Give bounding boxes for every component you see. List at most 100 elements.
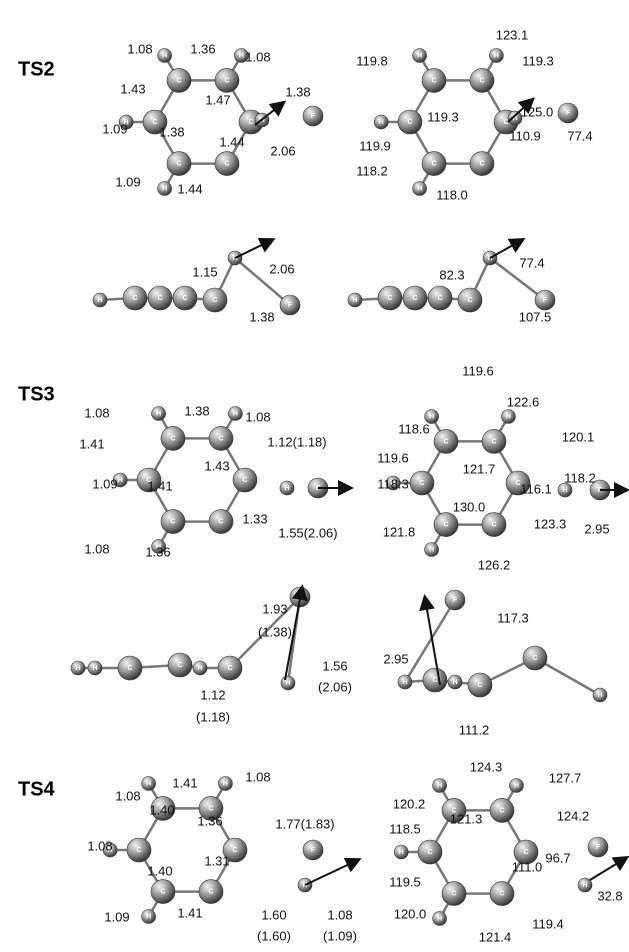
atom-label: F [543, 297, 548, 304]
atom-label: H [197, 665, 202, 672]
geometry-label: 1.09 [92, 476, 117, 491]
arrow [305, 860, 358, 885]
atom-label: H [582, 882, 587, 889]
atom-label: H [118, 477, 123, 484]
geometry-label: 1.38 [159, 124, 184, 139]
atom-label: C [208, 888, 213, 895]
atom-label: F [311, 847, 316, 854]
atom-label: H [452, 679, 457, 686]
atom-label: C [443, 438, 448, 445]
arrow [235, 240, 272, 258]
atom-label: H [75, 665, 80, 672]
atom-label: C [227, 665, 232, 672]
atom-label: C [176, 77, 181, 84]
geometry-label: 123.3 [534, 516, 567, 531]
atom-label: H [302, 882, 307, 889]
atom-label: C [419, 480, 424, 487]
atom-label: H [97, 297, 102, 304]
atom-label: C [491, 438, 496, 445]
atom-label: F [566, 110, 571, 117]
geometry-label: 1.38 [184, 403, 209, 418]
atom-label: F [311, 113, 316, 120]
atom-label: H [162, 52, 167, 59]
geometry-label: 123.1 [496, 27, 529, 42]
atom-label: C [499, 807, 504, 814]
atom-label: H [437, 915, 442, 922]
geometry-label: 117.3 [497, 610, 529, 625]
atom-label: H [146, 913, 151, 920]
geometry-label: 1.44 [219, 134, 244, 149]
atom-label: H [352, 297, 357, 304]
atom-label: H [417, 52, 422, 59]
geometry-label: 125.0 [521, 104, 554, 119]
geometry-label: 1.36 [197, 813, 222, 828]
page: {"structures": [ {"name": "TS2", "views"… [0, 0, 629, 952]
atom-label: C [431, 160, 436, 167]
atom-label: C [431, 77, 436, 84]
geometry-label: 1.12 [200, 687, 225, 702]
geometry-label: 119.4 [532, 916, 564, 931]
geometry-label: 1.47 [205, 92, 230, 107]
geometry-label: 118.5 [389, 821, 421, 836]
geometry-label: 1.36 [145, 544, 170, 559]
geometry-label: 1.08 [84, 405, 109, 420]
figure: C C C C C C H H H H H F C C C C C C H H H H H F H C C C C H F H C C C C H F C C… [0, 0, 629, 952]
geometry-label: 118.3 [377, 476, 409, 491]
geometry-label: 124.2 [557, 808, 590, 823]
geometry-label: 1.08 [327, 907, 352, 922]
geometry-label: 118.2 [356, 163, 388, 178]
geometry-label: 120.0 [394, 906, 427, 921]
atom-label: C [499, 890, 504, 897]
geometry-label: 107.5 [519, 309, 552, 324]
geometry-label: 120.2 [393, 796, 426, 811]
geometry-label: 1.08 [87, 838, 112, 853]
atom-label: C [132, 295, 137, 302]
geometry-label: 1.08 [84, 541, 109, 556]
geometry-label: 1.60 [261, 907, 286, 922]
geometry-label: 111.2 [459, 722, 490, 737]
atom-label: C [232, 847, 237, 854]
arrow [590, 858, 626, 880]
geometry-label: 124.3 [470, 759, 503, 774]
atom-label: H [402, 679, 407, 686]
geometry-label: 1.09 [102, 121, 127, 136]
atom-label: C [176, 160, 181, 167]
geometry-label: 1.31 [204, 853, 229, 868]
geometry-label: 130.0 [453, 499, 486, 514]
geometry-label: 77.4 [519, 255, 544, 270]
geometry-label: 121.7 [463, 461, 496, 476]
geometry-label: 1.55(2.06) [278, 525, 337, 540]
geometry-label: 1.08 [245, 409, 270, 424]
geometry-label: 2.06 [269, 261, 294, 276]
atom-label: C [477, 682, 482, 689]
atom-label: C [532, 655, 537, 662]
atom-label: C [212, 297, 217, 304]
atom-label: H [494, 52, 499, 59]
atom-label: H [284, 485, 289, 492]
geometry-label: 126.2 [478, 557, 511, 572]
atom-label: H [162, 185, 167, 192]
atom-label: C [170, 435, 175, 442]
atom-label: C [443, 521, 448, 528]
atom-label: C [427, 849, 432, 856]
geometry-label: 119.6 [377, 450, 409, 465]
atom-label: C [182, 295, 187, 302]
geometry-label: 120.1 [562, 429, 595, 444]
geometry-label: (1.09) [323, 928, 357, 943]
atom-label: H [514, 782, 519, 789]
geometry-label: 1.09 [104, 909, 129, 924]
geometry-label: 1.36 [190, 41, 215, 56]
geometry-label: 119.9 [359, 138, 391, 153]
geometry-label: 1.93 [262, 601, 287, 616]
atom-label: H [429, 546, 434, 553]
geometry-label: 1.09 [115, 174, 140, 189]
atom-label: C [208, 805, 213, 812]
atom-label: H [399, 849, 404, 856]
geometry-label: 119.3 [427, 109, 459, 124]
atom-label: C [136, 847, 141, 854]
atom-label: C [387, 295, 392, 302]
atom-label: H [417, 185, 422, 192]
geometry-label: 121.8 [383, 524, 416, 539]
atom-label: C [491, 521, 496, 528]
geometry-label: 118.2 [564, 470, 596, 485]
